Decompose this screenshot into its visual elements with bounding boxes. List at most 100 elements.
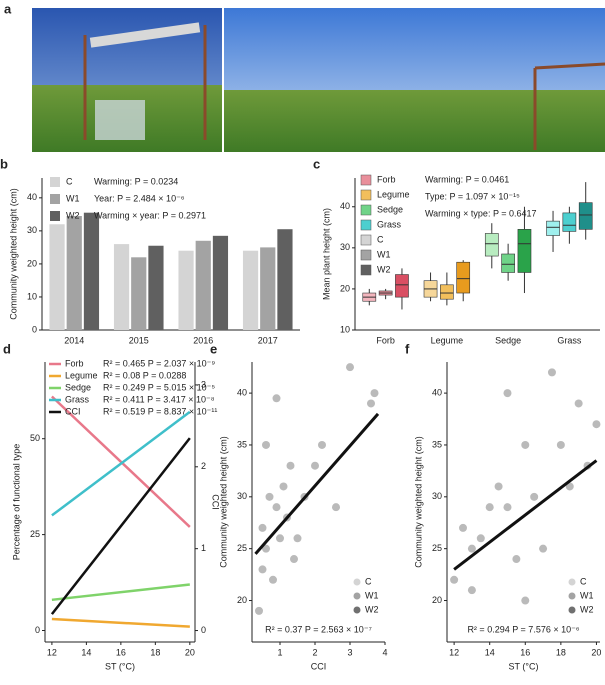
panel-label: a	[4, 1, 12, 16]
y2-axis-label: CCI	[211, 494, 221, 510]
x-tick-label: 20	[185, 647, 195, 657]
fit-line	[254, 412, 380, 555]
x-tick-label: 20	[591, 647, 601, 657]
point	[485, 503, 494, 512]
y-tick-label: 35	[432, 439, 442, 449]
box	[501, 253, 515, 273]
y-tick-label: 20	[340, 283, 350, 293]
point	[276, 534, 284, 543]
legend-label: C	[66, 176, 73, 186]
legend-swatch	[50, 177, 60, 187]
point	[521, 440, 530, 449]
legend-swatch	[360, 204, 372, 216]
panel-label: d	[3, 341, 11, 356]
point	[286, 461, 295, 470]
y-tick-label: 0	[35, 625, 40, 635]
point	[346, 363, 354, 372]
y-tick-label: 40	[340, 201, 350, 211]
y-tick-label: 35	[237, 439, 247, 449]
box	[440, 284, 454, 300]
x-tick-label: 14	[485, 647, 495, 657]
y-tick-label: 30	[27, 225, 37, 235]
trend-line	[51, 395, 191, 528]
y-tick-label: 25	[432, 543, 442, 553]
bar	[148, 245, 164, 330]
bar	[66, 216, 82, 330]
point	[512, 555, 521, 564]
legend-stats: R² = 0.249 P = 5.015 × 10⁻⁵	[103, 382, 215, 392]
annotation: Warming: P = 0.0234	[94, 176, 178, 186]
trend-line	[50, 437, 191, 615]
photo	[32, 8, 605, 152]
point	[494, 482, 503, 491]
point	[503, 389, 512, 398]
point	[521, 596, 530, 605]
annotation: Type: P = 1.097 × 10⁻¹⁵	[425, 191, 520, 201]
point	[311, 461, 319, 470]
y-tick-label: 20	[27, 258, 37, 268]
point	[476, 534, 485, 543]
x-tick-label: Forb	[376, 335, 395, 345]
y-tick-label: 20	[432, 595, 442, 605]
legend-swatch	[353, 592, 361, 600]
x-tick-label: 18	[150, 647, 160, 657]
bar	[277, 229, 293, 330]
bar	[83, 212, 100, 330]
x-tick-label: 12	[449, 647, 459, 657]
x-tick-label: 4	[382, 647, 387, 657]
box	[517, 229, 532, 273]
y-tick-label: 30	[237, 491, 247, 501]
legend-label: C	[377, 234, 384, 244]
point	[265, 492, 274, 501]
y-tick-label: 50	[30, 433, 40, 443]
x-tick-label: 16	[520, 647, 530, 657]
point	[565, 482, 574, 491]
point	[556, 440, 565, 449]
point	[290, 555, 298, 564]
y-tick-label: 10	[340, 324, 350, 334]
trend-line	[51, 583, 190, 602]
legend-label: Sedge	[65, 382, 91, 392]
bar	[131, 257, 147, 330]
annotation: Year: P = 2.484 × 10⁻⁶	[94, 193, 185, 203]
legend-label: C	[365, 576, 372, 586]
point	[262, 440, 270, 449]
bar	[49, 224, 65, 330]
x-tick-label: Sedge	[495, 335, 521, 345]
y-tick-label: 40	[237, 387, 247, 397]
point	[272, 503, 281, 512]
legend-swatch	[50, 194, 60, 204]
point	[539, 544, 548, 553]
point	[255, 606, 263, 615]
point	[503, 503, 512, 512]
legend-swatch	[360, 264, 372, 276]
point	[467, 586, 476, 595]
legend-label: W2	[580, 604, 594, 614]
box	[562, 212, 577, 232]
x-tick-label: 2017	[258, 335, 278, 345]
panel-label: f	[405, 341, 410, 356]
legend-stats: R² = 0.08 P = 0.0288	[103, 370, 186, 380]
x-axis-label: ST (°C)	[105, 661, 135, 671]
y-axis-label: Community weighted height (cm)	[218, 436, 228, 568]
legend-label: Legume	[377, 189, 410, 199]
point	[269, 575, 277, 584]
legend-label: CCI	[65, 406, 81, 416]
box	[546, 220, 560, 236]
point	[279, 482, 288, 491]
trend-line	[51, 617, 190, 628]
y-axis-label: Mean plant height (cm)	[321, 208, 331, 300]
point	[574, 399, 583, 408]
y2-tick-label: 3	[201, 379, 206, 389]
point	[467, 544, 476, 553]
point	[293, 534, 302, 543]
y2-tick-label: 2	[201, 461, 206, 471]
point	[450, 575, 459, 584]
bar	[113, 244, 130, 330]
x-tick-label: 2014	[64, 335, 84, 345]
x-tick-label: 16	[116, 647, 126, 657]
legend-label: Grass	[65, 394, 90, 404]
point	[332, 503, 340, 512]
legend-swatch	[360, 219, 372, 231]
panel-label: c	[313, 156, 320, 171]
